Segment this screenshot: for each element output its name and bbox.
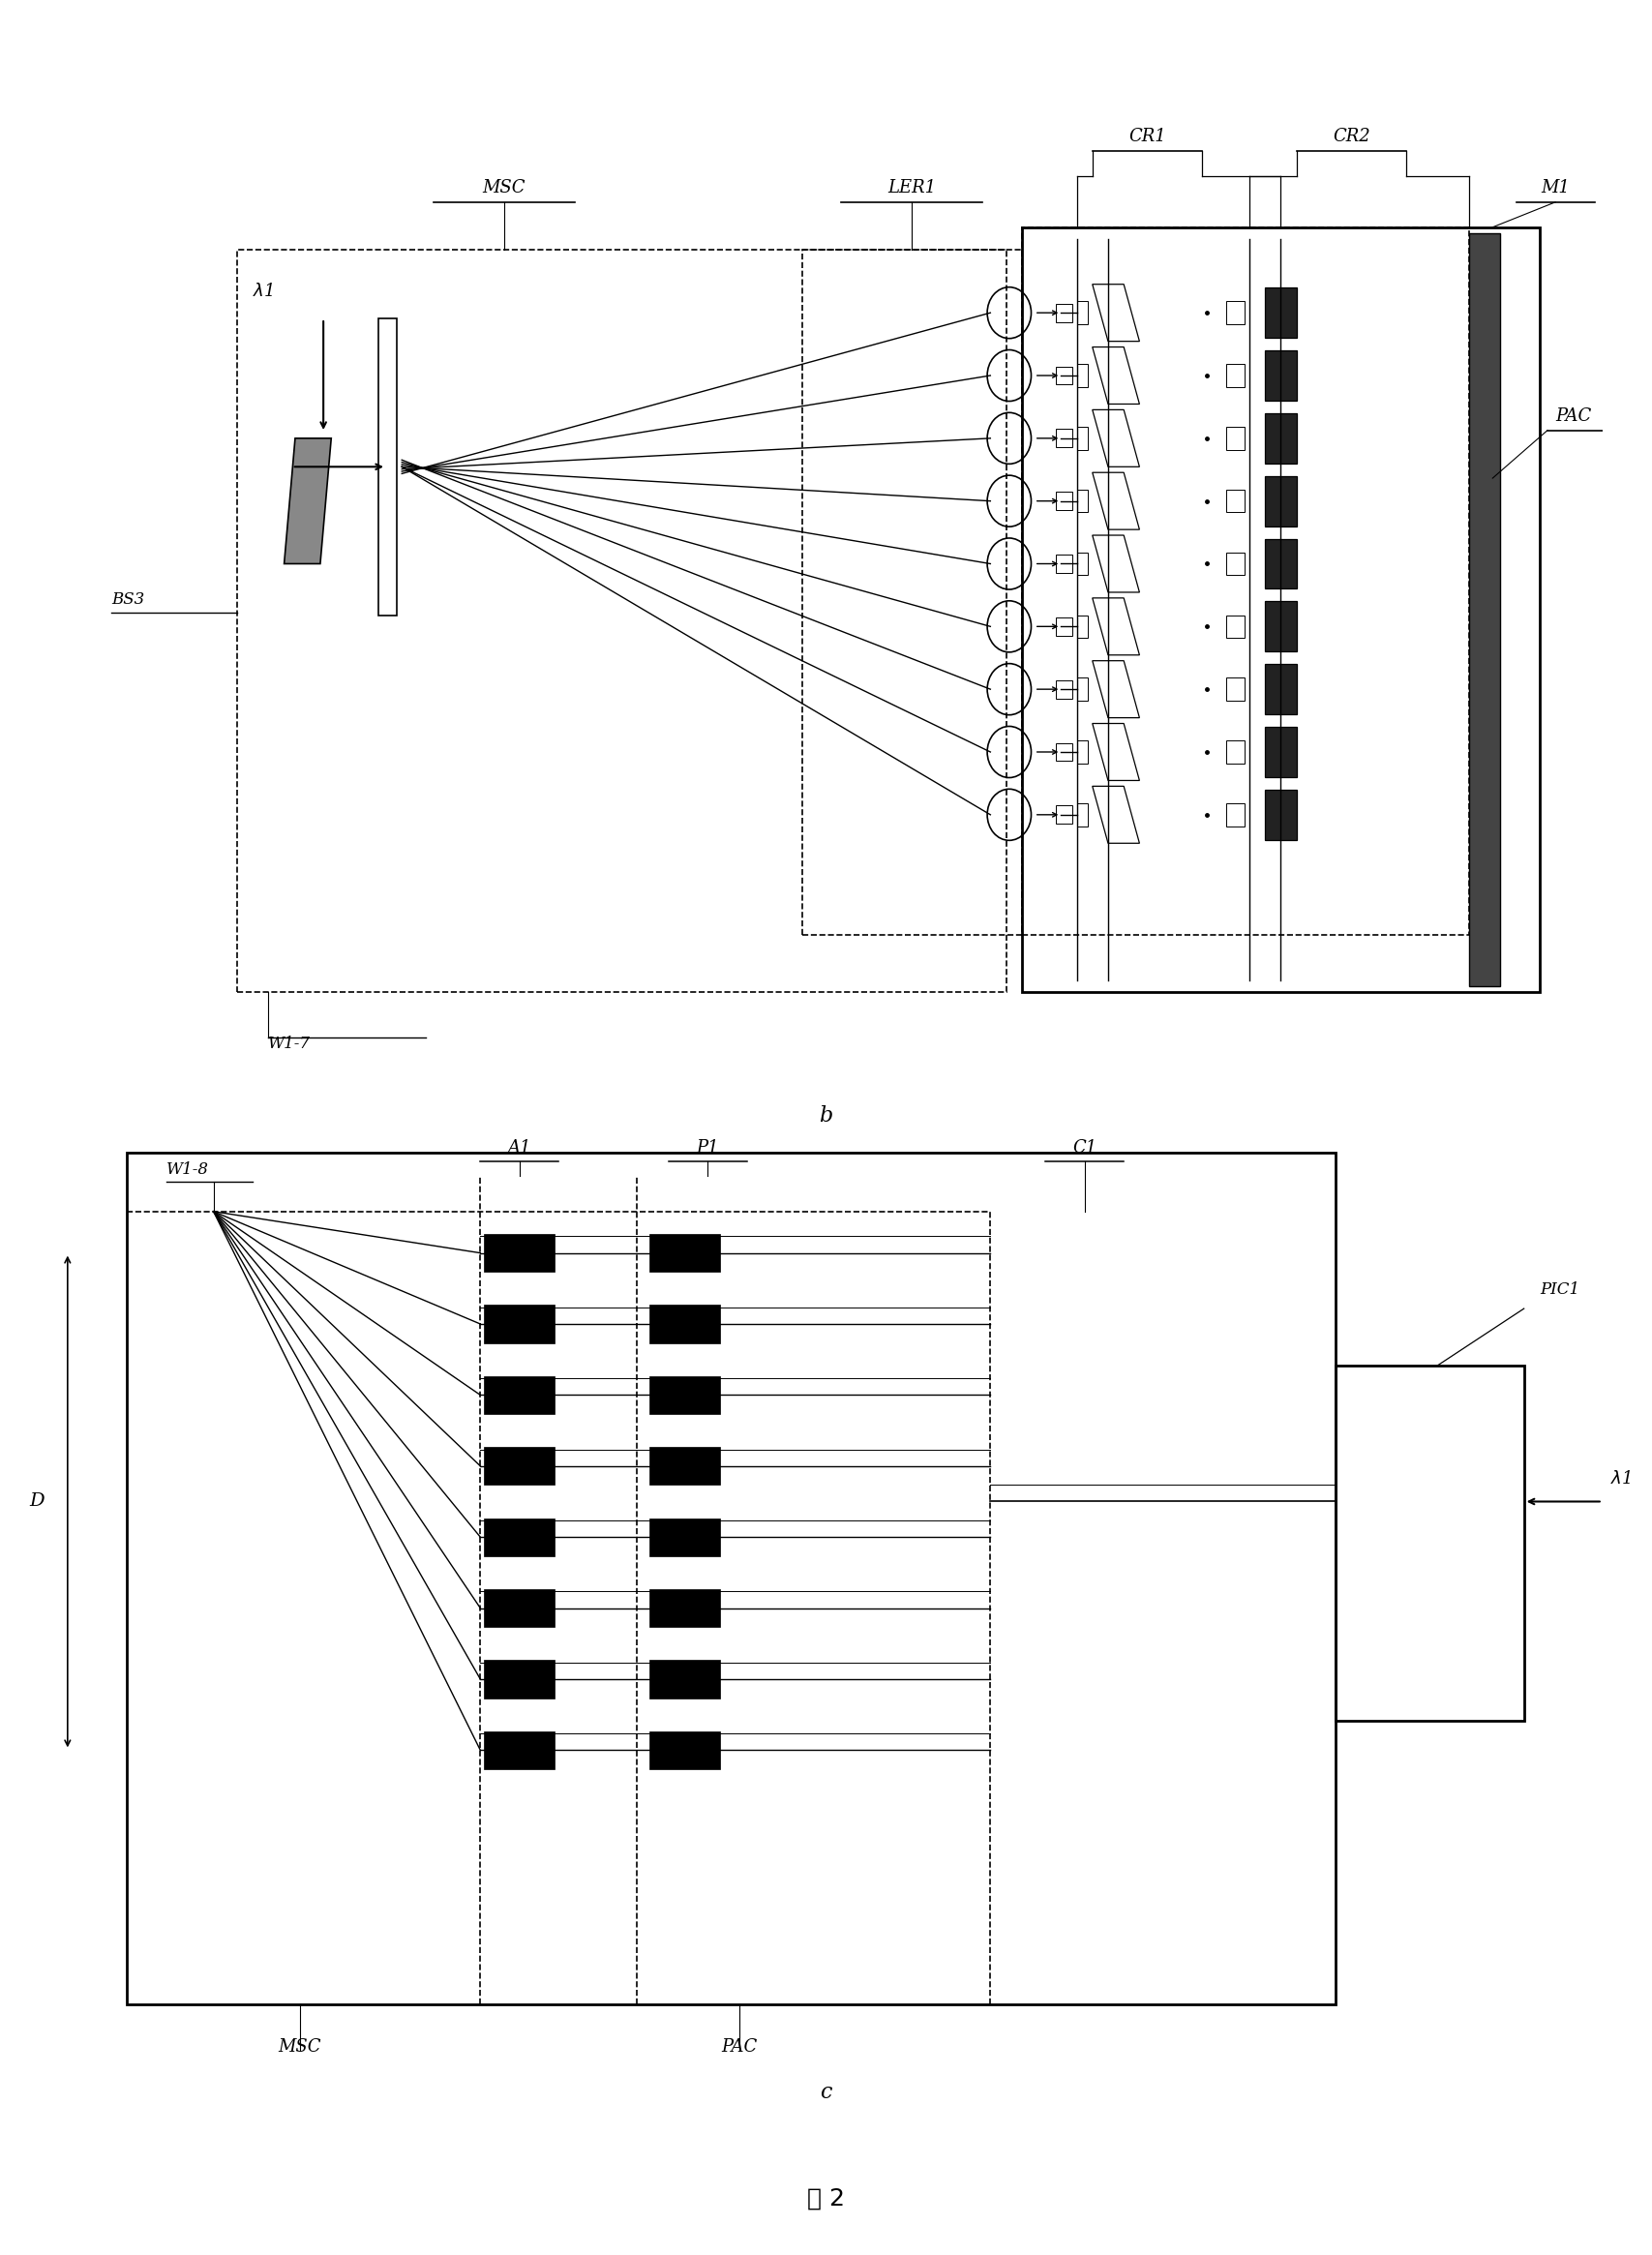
Bar	[1056, 618, 1072, 636]
Bar	[1056, 555, 1072, 573]
Text: W1-7: W1-7	[268, 1035, 311, 1053]
Bar	[649, 1660, 720, 1698]
Text: M1: M1	[1541, 180, 1569, 196]
Text: $\lambda$1: $\lambda$1	[1611, 1470, 1631, 1488]
Bar	[1226, 616, 1244, 638]
Bar	[1226, 489, 1244, 512]
Text: MSC: MSC	[278, 2039, 322, 2057]
Text: 图 2: 图 2	[808, 2187, 844, 2210]
Text: CR1: CR1	[1128, 129, 1166, 147]
Bar	[1077, 489, 1087, 512]
Text: D: D	[28, 1493, 45, 1511]
Text: C1: C1	[1072, 1139, 1097, 1157]
Text: c: c	[819, 2081, 833, 2104]
Bar	[484, 1590, 553, 1628]
Text: A1: A1	[507, 1139, 532, 1157]
Bar	[1265, 665, 1297, 715]
Bar	[484, 1518, 553, 1556]
Bar	[484, 1448, 553, 1486]
Bar	[649, 1518, 720, 1556]
Bar	[1336, 1367, 1525, 1721]
Bar	[1469, 232, 1500, 985]
Bar	[1226, 552, 1244, 575]
Bar	[127, 1152, 1336, 2005]
Text: PAC: PAC	[1556, 408, 1591, 424]
Bar	[1265, 602, 1297, 652]
Bar	[1077, 803, 1087, 825]
Bar	[649, 1448, 720, 1486]
Polygon shape	[284, 437, 330, 564]
Bar	[484, 1732, 553, 1770]
Bar	[1265, 350, 1297, 401]
Bar	[484, 1233, 553, 1272]
Bar	[649, 1306, 720, 1344]
Bar	[1021, 228, 1469, 934]
Bar	[1056, 428, 1072, 446]
Bar	[1265, 413, 1297, 462]
Text: LER1: LER1	[887, 180, 937, 196]
Bar	[238, 250, 1006, 992]
Bar	[484, 1660, 553, 1698]
Bar	[1226, 740, 1244, 764]
Text: BS3: BS3	[112, 591, 145, 607]
Bar	[1226, 426, 1244, 449]
Bar	[1056, 742, 1072, 762]
Bar	[1077, 616, 1087, 638]
Bar	[1077, 552, 1087, 575]
Bar	[1056, 681, 1072, 699]
Bar	[378, 318, 396, 616]
Bar	[1265, 476, 1297, 525]
Text: $\lambda$1: $\lambda$1	[253, 282, 274, 300]
Bar	[1226, 363, 1244, 388]
Bar	[1056, 492, 1072, 510]
Bar	[1265, 539, 1297, 589]
Bar	[649, 1233, 720, 1272]
Bar	[1265, 789, 1297, 839]
Bar	[1077, 302, 1087, 325]
Bar	[484, 1376, 553, 1414]
Bar	[1056, 304, 1072, 322]
Text: PIC1: PIC1	[1540, 1281, 1579, 1299]
Bar	[1226, 302, 1244, 325]
Bar	[803, 250, 1021, 934]
Bar	[1226, 803, 1244, 825]
Bar	[1226, 679, 1244, 701]
Bar	[1056, 365, 1072, 386]
Bar	[1056, 805, 1072, 823]
Text: PAC: PAC	[722, 2039, 757, 2057]
Text: W1-8: W1-8	[167, 1161, 210, 1177]
Bar	[1077, 426, 1087, 449]
Bar	[1077, 363, 1087, 388]
Bar	[1265, 726, 1297, 778]
Text: MSC: MSC	[482, 180, 525, 196]
Text: CR2: CR2	[1333, 129, 1370, 147]
Text: b: b	[819, 1105, 833, 1128]
Bar	[1021, 228, 1540, 992]
Bar	[484, 1306, 553, 1344]
Bar	[649, 1732, 720, 1770]
Bar	[649, 1376, 720, 1414]
Bar	[649, 1590, 720, 1628]
Text: P1: P1	[697, 1139, 719, 1157]
Bar	[1077, 740, 1087, 764]
Bar	[1265, 289, 1297, 338]
Bar	[1077, 679, 1087, 701]
